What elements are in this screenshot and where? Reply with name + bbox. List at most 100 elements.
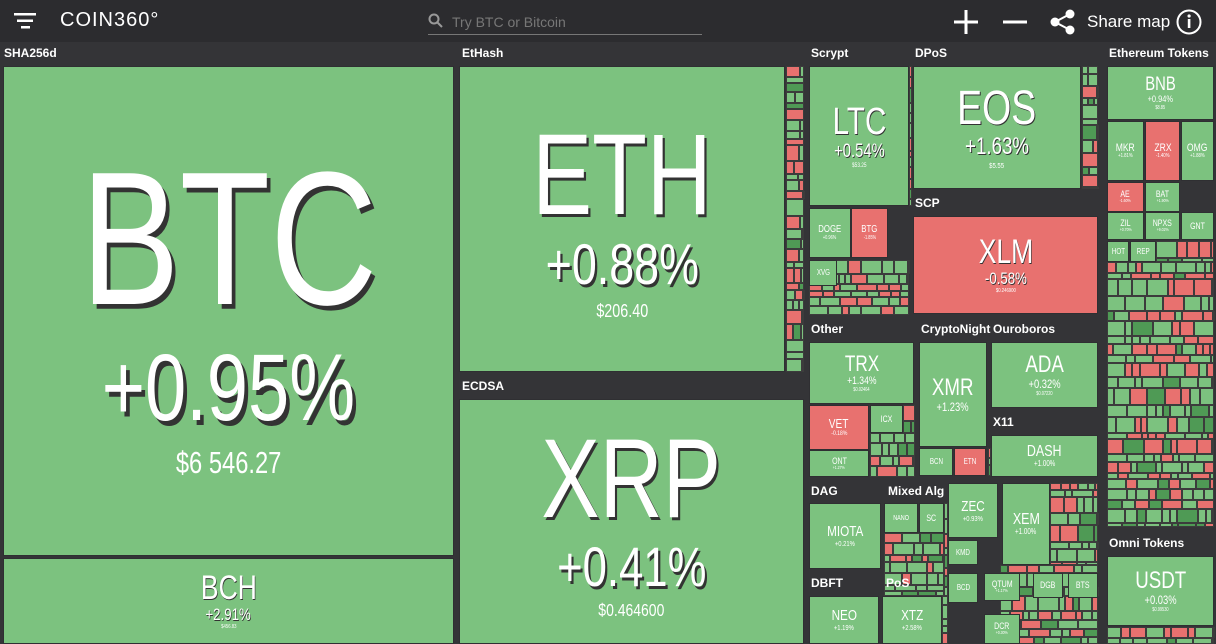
mini-tile[interactable] [1181, 388, 1190, 405]
coin-tile[interactable]: AE -1.60% [1107, 182, 1144, 212]
mini-tile[interactable] [1107, 311, 1114, 321]
mini-tile[interactable] [1192, 473, 1210, 479]
mini-tile[interactable] [1182, 258, 1202, 262]
mini-tile[interactable] [1153, 321, 1172, 336]
mini-tile[interactable] [1211, 355, 1214, 363]
coin-tile[interactable]: HOT [1107, 241, 1129, 262]
mini-tile[interactable] [920, 533, 931, 543]
mini-tile[interactable] [1163, 377, 1180, 388]
mini-tile[interactable] [1097, 513, 1099, 525]
mini-tile[interactable] [1199, 241, 1211, 258]
mini-tile[interactable] [1162, 509, 1170, 523]
mini-tile[interactable] [1122, 500, 1135, 509]
mini-tile[interactable] [1169, 479, 1180, 489]
mini-tile[interactable] [944, 555, 948, 568]
mini-tile[interactable] [1188, 627, 1195, 638]
coin-tile[interactable]: DGB [1033, 573, 1063, 598]
mini-tile[interactable] [884, 543, 893, 555]
mini-tile[interactable] [944, 534, 948, 548]
mini-tile[interactable] [1132, 363, 1140, 377]
mini-tile[interactable] [1095, 549, 1098, 562]
mini-tile[interactable] [1147, 311, 1160, 321]
mini-tile[interactable] [1061, 611, 1076, 620]
coin-tile[interactable]: DOGE +0.96% [809, 208, 851, 258]
mini-tile[interactable] [1212, 377, 1214, 388]
mini-tile[interactable] [903, 405, 915, 421]
mini-tile[interactable] [1173, 454, 1179, 462]
mini-tile[interactable] [1084, 629, 1098, 637]
mini-tile[interactable] [931, 533, 944, 543]
mini-tile[interactable] [794, 262, 804, 268]
mini-tile[interactable] [1165, 388, 1181, 405]
mini-tile[interactable] [1116, 262, 1128, 273]
coin-tile[interactable]: BAT +1.90% [1145, 182, 1180, 212]
mini-tile[interactable] [944, 503, 948, 519]
mini-tile[interactable] [1196, 479, 1210, 489]
mini-tile[interactable] [1204, 462, 1214, 473]
mini-tile[interactable] [944, 519, 948, 534]
mini-tile[interactable] [1198, 377, 1212, 388]
coin-tile[interactable]: XEM +1.00% [1002, 483, 1050, 565]
mini-tile[interactable] [1061, 483, 1070, 490]
mini-tile[interactable] [1154, 454, 1161, 462]
mini-tile[interactable] [867, 274, 884, 284]
mini-tile[interactable] [786, 103, 804, 109]
mini-tile[interactable] [786, 249, 799, 262]
mini-tile[interactable] [1041, 620, 1058, 629]
mini-tile[interactable] [1107, 279, 1118, 296]
mini-tile[interactable] [809, 306, 828, 315]
mini-tile[interactable] [1065, 490, 1072, 497]
mini-tile[interactable] [1184, 296, 1201, 311]
mini-tile[interactable] [799, 300, 804, 310]
mini-tile[interactable] [1196, 262, 1205, 273]
mini-tile[interactable] [1180, 321, 1194, 336]
mini-tile[interactable] [1097, 542, 1099, 549]
mini-tile[interactable] [1170, 509, 1177, 523]
mini-tile[interactable] [1149, 500, 1162, 509]
mini-tile[interactable] [933, 562, 944, 573]
mini-tile[interactable] [903, 421, 911, 433]
mini-tile[interactable] [799, 249, 804, 262]
mini-tile[interactable] [1118, 473, 1128, 479]
mini-tile[interactable] [1182, 500, 1197, 509]
mini-tile[interactable] [1172, 321, 1180, 336]
mini-tile[interactable] [834, 284, 840, 291]
mini-tile[interactable] [1176, 344, 1182, 355]
mini-tile[interactable] [1128, 262, 1136, 273]
mini-tile[interactable] [1199, 363, 1207, 377]
mini-tile[interactable] [1050, 483, 1061, 490]
mini-tile[interactable] [1157, 344, 1176, 355]
mini-tile[interactable] [1136, 489, 1149, 500]
mini-tile[interactable] [1088, 483, 1095, 490]
mini-tile[interactable] [809, 297, 820, 306]
coin-tile[interactable]: XVG [809, 260, 837, 286]
coin-tile[interactable]: MIOTA +0.21% [809, 503, 881, 569]
mini-tile[interactable] [900, 297, 909, 306]
mini-tile[interactable] [1107, 473, 1118, 479]
mini-tile[interactable] [1082, 98, 1088, 105]
mini-tile[interactable] [1182, 311, 1203, 321]
mini-tile[interactable] [786, 283, 799, 290]
mini-tile[interactable] [911, 573, 927, 585]
mini-tile[interactable] [870, 433, 880, 443]
mini-tile[interactable] [1189, 417, 1204, 433]
mini-tile[interactable] [794, 161, 804, 174]
mini-tile[interactable] [1197, 439, 1212, 454]
mini-tile[interactable] [1149, 489, 1156, 500]
mini-tile[interactable] [1210, 473, 1214, 479]
coin-tile[interactable]: GNT [1181, 212, 1214, 240]
mini-tile[interactable] [1177, 241, 1187, 258]
mini-tile[interactable] [890, 555, 906, 562]
mini-tile[interactable] [1204, 489, 1214, 500]
mini-tile[interactable] [1082, 167, 1089, 175]
mini-tile[interactable] [909, 123, 912, 138]
mini-tile[interactable] [942, 626, 948, 633]
mini-tile[interactable] [884, 585, 895, 591]
mini-tile[interactable] [1180, 479, 1196, 489]
mini-tile[interactable] [1107, 500, 1122, 509]
mini-tile[interactable] [1198, 336, 1214, 344]
section-label[interactable]: Ouroboros [993, 322, 1055, 336]
mini-tile[interactable] [899, 456, 913, 466]
mini-tile[interactable] [1107, 417, 1116, 433]
mini-tile[interactable] [840, 297, 857, 306]
